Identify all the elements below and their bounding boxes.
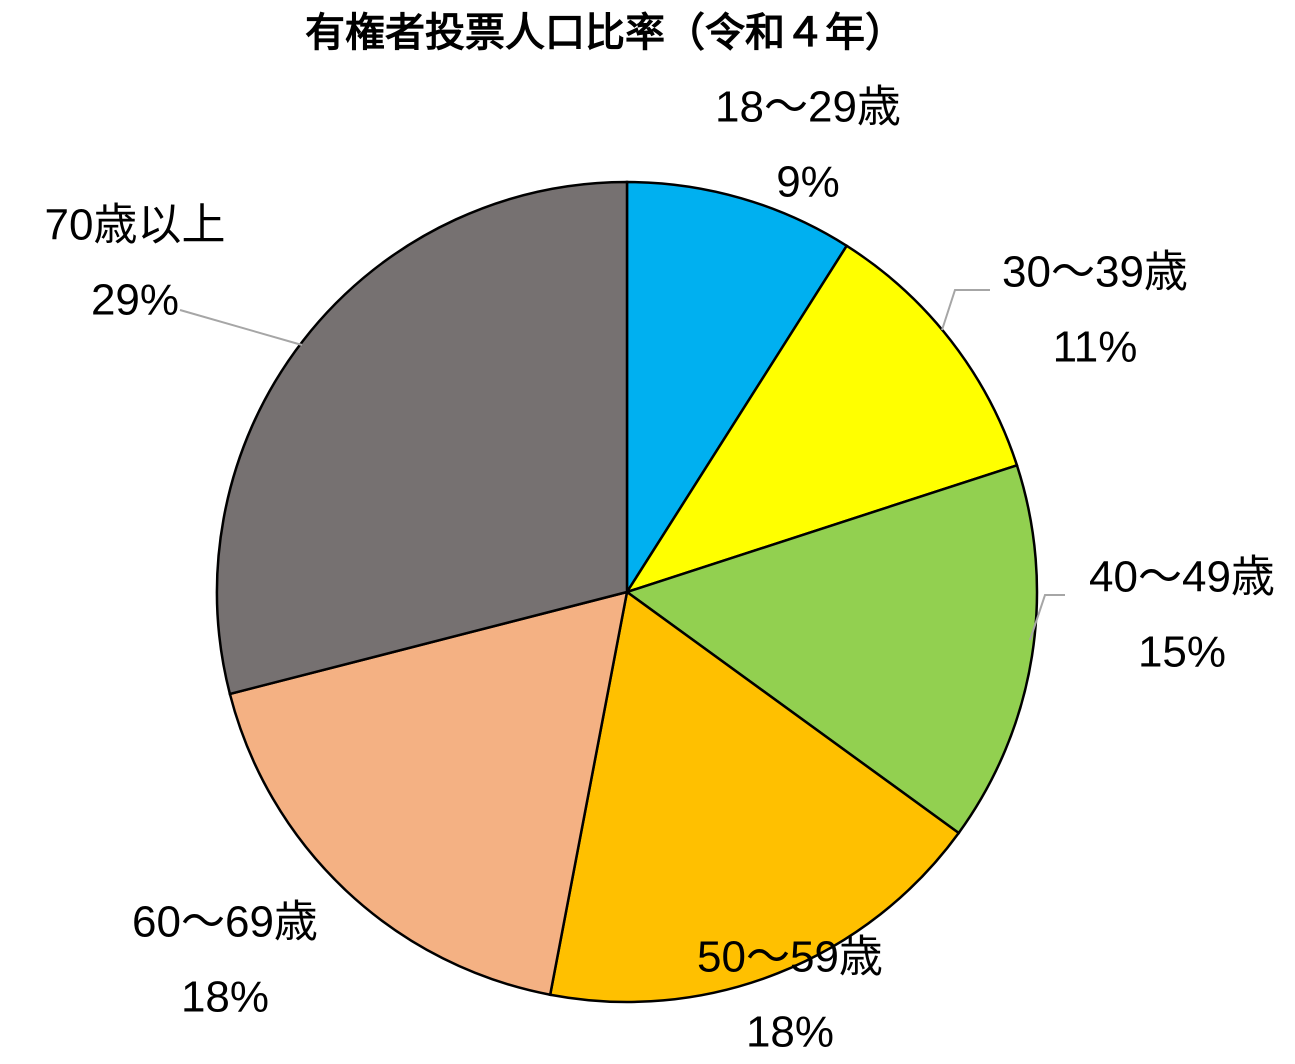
pie-slice — [215, 180, 629, 696]
value-label: 9% — [776, 158, 840, 207]
slice-label: 40～49歳 — [1089, 553, 1275, 602]
slice-label: 60～69歳 — [132, 898, 318, 947]
chart-title: 有権者投票人口比率（令和４年） — [305, 10, 905, 56]
value-label: 18% — [746, 1008, 834, 1057]
value-label: 29% — [91, 276, 179, 325]
pie-slice — [228, 590, 629, 997]
pie-slice — [625, 180, 849, 597]
value-label: 15% — [1138, 628, 1226, 677]
leader-line — [1029, 594, 1065, 641]
slice-label: 70歳以上 — [45, 201, 226, 250]
slice-label: 50～59歳 — [697, 933, 883, 982]
slice-label: 30～39歳 — [1002, 248, 1188, 297]
leader-line — [941, 289, 990, 331]
slice-label: 18～29歳 — [715, 83, 901, 132]
pie-slice — [624, 244, 1019, 595]
value-label: 11% — [1053, 323, 1138, 372]
pie-slice — [624, 463, 1039, 835]
pie-slice — [548, 589, 961, 1004]
value-label: 18% — [181, 973, 269, 1022]
leader-line — [179, 309, 303, 346]
